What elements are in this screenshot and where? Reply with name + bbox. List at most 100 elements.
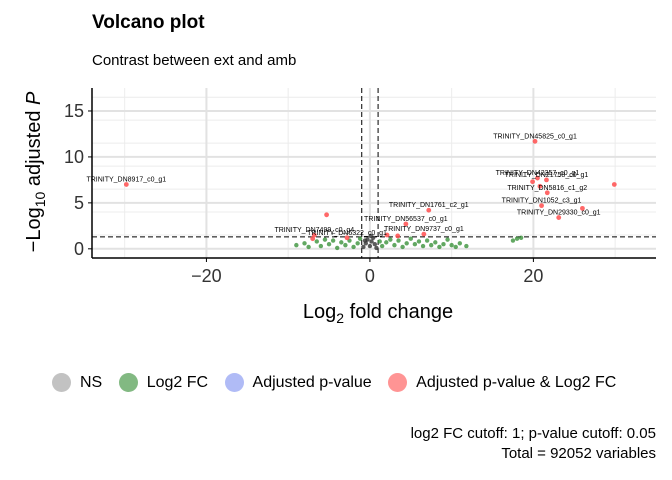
log2fc-point [355, 241, 360, 246]
log2fc-point [449, 242, 454, 248]
point-label: TRINITY_DN6322_c0_g1 [307, 230, 387, 237]
legend: NS Log2 FC Adjusted p-value Adjusted p-v… [52, 373, 628, 397]
data-points [123, 138, 617, 251]
legend-label: Log2 FC [146, 373, 209, 391]
log2fc-point [437, 244, 442, 250]
ns-point [372, 242, 378, 247]
axes [88, 88, 656, 262]
significant-point [421, 231, 427, 237]
legend-item-ns: NS [52, 373, 102, 392]
legend-label: Adjusted p-value & Log2 FC [416, 373, 617, 391]
log2fc-point [416, 239, 422, 244]
y-tick-label: 15 [64, 101, 84, 121]
log2fc-point [408, 236, 413, 241]
point-label: TRINITY_DN1052_c3_g1 [502, 198, 582, 205]
legend-item-pvalue: Adjusted p-value [224, 373, 372, 392]
log2fc-point [294, 242, 299, 248]
legend-key-ns [52, 373, 71, 392]
significant-point [123, 182, 129, 187]
tick-labels: −20 0 20 0 5 10 15 [64, 101, 543, 286]
point-label: TRINITY_DN42357_c0_g1 [496, 170, 580, 177]
significant-point [344, 235, 350, 241]
significant-point [311, 232, 317, 238]
log2fc-point [339, 240, 344, 245]
chart-subtitle: Contrast between ext and amb [92, 52, 297, 69]
log2fc-point [429, 242, 434, 248]
point-label: TRINITY_DN21758_c0_g1 [505, 172, 589, 179]
significant-point [535, 175, 540, 181]
log2fc-point [379, 243, 385, 249]
log2fc-point [326, 242, 332, 247]
significant-point [403, 221, 409, 227]
significant-point [539, 203, 544, 209]
x-tick-label: −20 [191, 266, 222, 286]
legend-key-log2fc [118, 373, 138, 392]
legend-key-pvalue-and-fc [388, 373, 408, 392]
log2fc-point [412, 242, 418, 247]
point-label: TRINITY_DN5816_c1_g2 [507, 185, 587, 192]
ns-point [367, 243, 373, 249]
log2fc-point [420, 243, 426, 249]
point-label: TRINITY_DN29330_c0_g1 [517, 210, 601, 217]
log2fc-point [453, 244, 458, 250]
log2fc-point [302, 241, 307, 246]
significant-point [580, 205, 585, 211]
log2fc-point [306, 244, 311, 250]
log2fc-point [384, 240, 389, 245]
significant-point [384, 232, 390, 238]
log2fc-point [424, 238, 430, 243]
significant-point [537, 183, 543, 189]
log2fc-point [441, 242, 446, 247]
x-tick-label: 0 [365, 266, 375, 286]
log2fc-point [396, 238, 401, 243]
log2fc-point [404, 241, 409, 246]
point-label: TRINITY_DN7499_c0_g4 [274, 227, 354, 234]
significant-point [530, 179, 535, 185]
log2fc-point [510, 238, 516, 243]
grid-lines [92, 88, 656, 258]
ns-point [374, 245, 379, 251]
point-label: TRINITY_DN56537_c0_g1 [364, 216, 448, 223]
log2fc-point [514, 236, 520, 241]
log2fc-point [322, 237, 328, 242]
significant-point [395, 233, 401, 239]
log2fc-point [445, 237, 450, 242]
x-axis-label: Log2 fold change [303, 301, 453, 326]
log2fc-point [377, 239, 382, 244]
significant-point [426, 207, 432, 213]
log2fc-point [314, 239, 319, 244]
log2fc-point [433, 240, 438, 245]
significant-point [611, 182, 617, 187]
log2fc-point [330, 238, 336, 243]
log2fc-point [357, 236, 363, 241]
log2fc-point [400, 244, 405, 250]
significant-point [310, 236, 316, 242]
point-label: TRINITY_DN8917_c0_g1 [86, 176, 166, 183]
chart-title: Volcano plot [92, 12, 205, 33]
y-tick-label: 5 [74, 193, 84, 213]
point-label: TRINITY_DN45825_c0_g1 [493, 133, 577, 140]
log2fc-point [343, 242, 348, 248]
log2fc-point [335, 245, 340, 251]
log2fc-point [388, 237, 393, 242]
legend-key-pvalue [224, 373, 244, 392]
point-labels: TRINITY_DN8917_c0_g1 TRINITY_DN45825_c0_g… [86, 133, 600, 236]
significant-point [532, 138, 538, 144]
caption-total: Total = 92052 variables [501, 445, 656, 462]
legend-label: NS [80, 373, 103, 391]
ns-point [369, 239, 374, 244]
significant-point [544, 177, 549, 183]
log2fc-point [518, 235, 524, 240]
ns-point [368, 233, 373, 239]
legend-label: Adjusted p-value [252, 373, 372, 391]
point-label: TRINITY_DN1761_c2_g1 [389, 202, 469, 209]
log2fc-point [318, 243, 324, 249]
significant-point [324, 212, 329, 218]
ns-point [361, 244, 366, 250]
caption-cutoffs: log2 FC cutoff: 1; p-value cutoff: 0.05 [410, 425, 656, 442]
point-label: TRINITY_DN9737_c0_g1 [384, 226, 464, 233]
log2fc-point [392, 242, 397, 248]
significant-point [556, 215, 562, 220]
significant-point [544, 190, 550, 196]
